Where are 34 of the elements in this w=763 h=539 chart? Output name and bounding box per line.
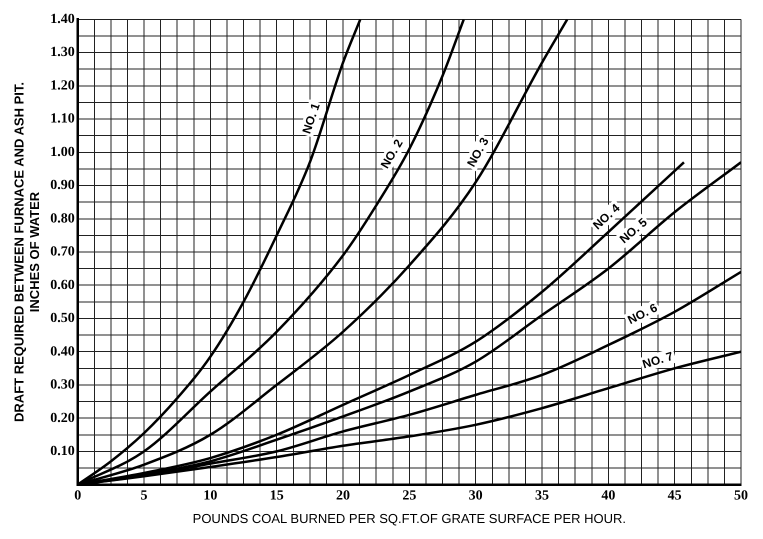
y-tick-label: 1.00 [50, 144, 75, 160]
text: NO. 2 [378, 136, 406, 171]
y-tick-label: 1.20 [50, 78, 75, 94]
x-tick-label: 30 [468, 488, 483, 504]
y-tick-label: 1.40 [50, 12, 75, 28]
text: NO. 1 [300, 101, 323, 136]
text: NO. 4 [590, 200, 623, 232]
y-tick-label: 0.40 [50, 344, 75, 360]
x-tick-label: 10 [203, 488, 218, 504]
x-tick-label: 45 [668, 488, 682, 504]
x-tick-label: 40 [601, 488, 616, 504]
x-tick-label: 5 [140, 488, 148, 504]
y-tick-label: 0.70 [50, 244, 75, 260]
x-tick-label: 25 [402, 488, 416, 504]
text: NO. 3 [464, 134, 492, 170]
y-tick-label: 0.20 [50, 410, 75, 426]
y-tick-label: 0.80 [50, 211, 75, 226]
x-tick-label: 0 [74, 488, 82, 504]
y-tick-label: 0.60 [50, 278, 75, 293]
y-tick-label: 1.10 [50, 112, 75, 127]
y-tick-label: 0.50 [50, 311, 75, 326]
y-tick-label: 0.90 [50, 178, 75, 194]
x-tick-label: 20 [336, 488, 350, 504]
text: NO. 6 [625, 300, 660, 328]
y-tick-label: 1.30 [50, 45, 75, 60]
x-tick-label: 35 [535, 488, 550, 504]
y-tick-label: 0.30 [50, 378, 75, 393]
x-tick-label: 50 [734, 488, 748, 504]
x-axis-title: POUNDS COAL BURNED PER SQ.FT.OF GRATE SURFACE PER HOUR. [192, 510, 626, 526]
y-tick-label: 0.10 [50, 444, 75, 459]
text: NO. 5 [616, 215, 650, 246]
text: NO. 7 [640, 348, 676, 372]
y-axis-title: DRAFT REQUIRED BETWEEN FURNACE AND ASH PIT. INCHES OF WATER [11, 82, 42, 422]
x-tick-label: 15 [270, 488, 284, 504]
